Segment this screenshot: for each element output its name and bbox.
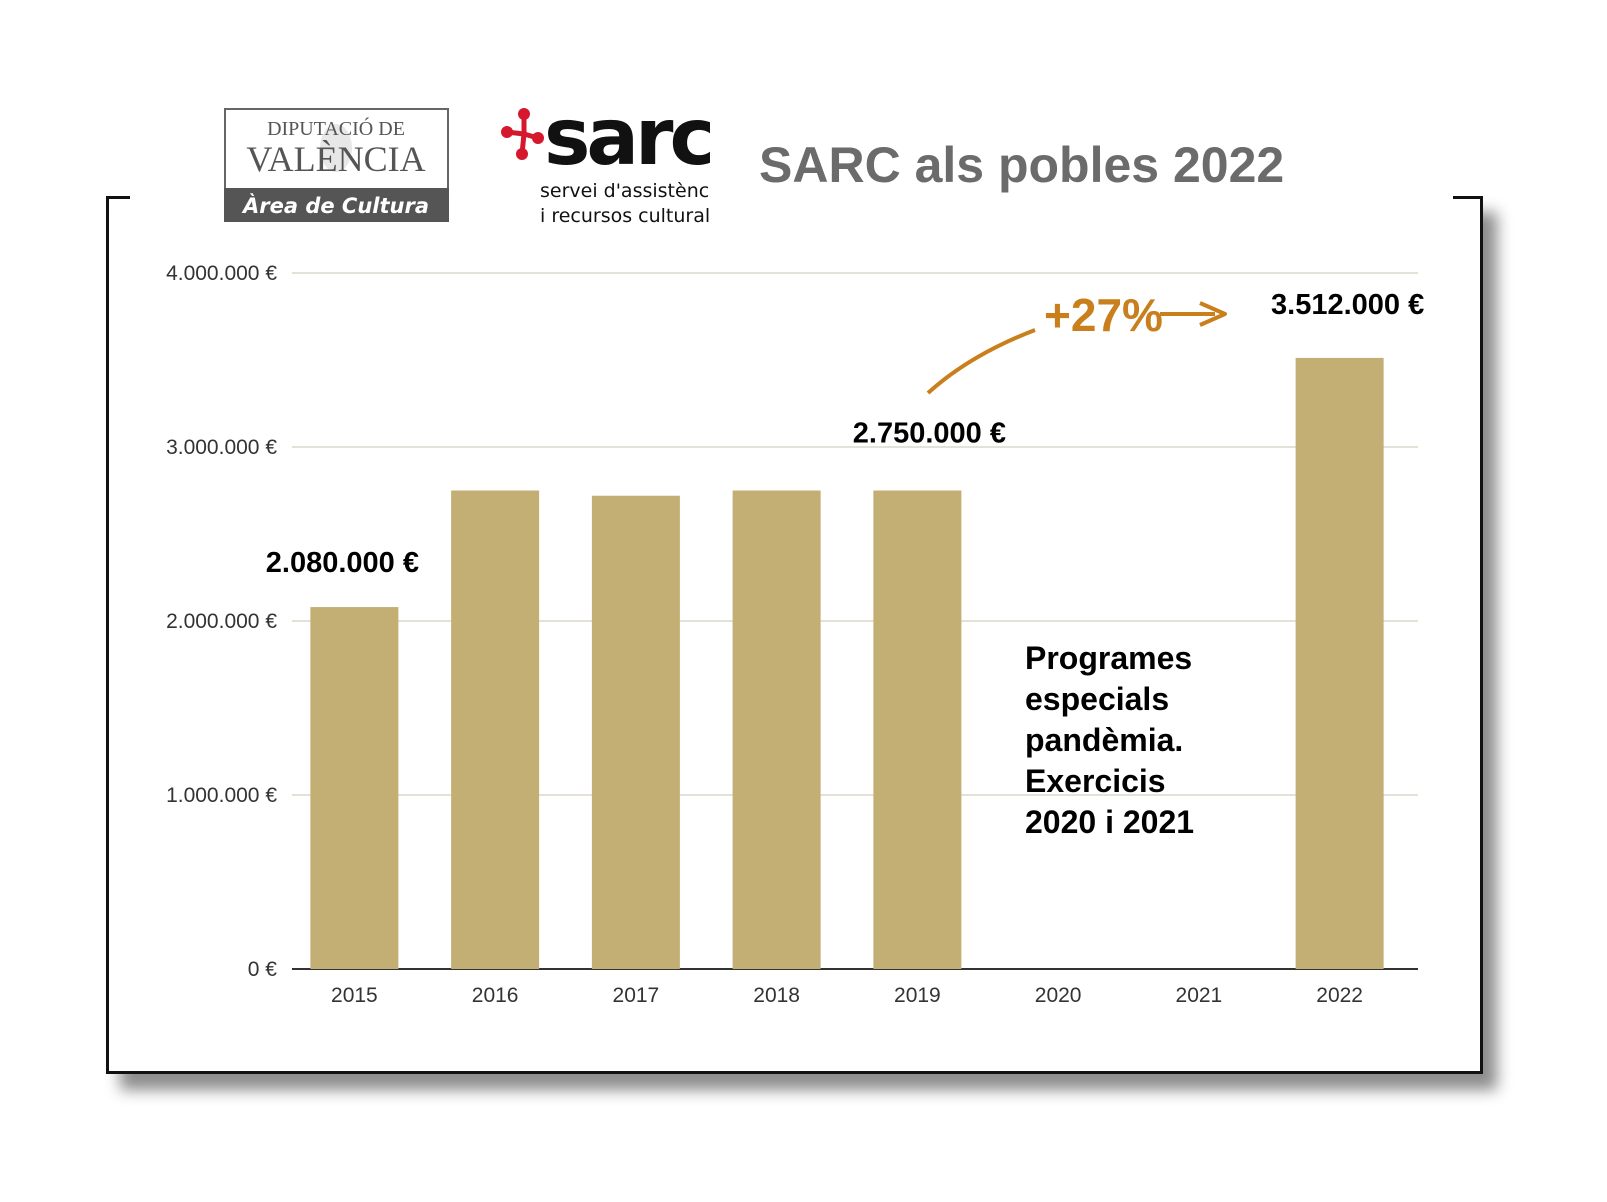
pandemic-note: Programes especials pandèmia. Exercicis … xyxy=(1025,640,1195,840)
x-tick-label: 2019 xyxy=(894,984,941,1007)
x-tick-label: 2016 xyxy=(472,984,519,1007)
sarc-tagline-1: servei d'assistència xyxy=(540,180,710,202)
data-label-2015: 2.080.000 € xyxy=(266,547,419,579)
diputacio-valencia-logo: DIPUTACIÓ DE VALÈNCIA Àrea de Cultura xyxy=(224,108,449,222)
sarc-wordmark: sarc xyxy=(544,104,710,183)
bar-2017 xyxy=(591,495,680,969)
sarc-tagline-2: i recursos culturals xyxy=(540,205,710,227)
frame-corner-left xyxy=(106,196,130,199)
x-tick-label: 2015 xyxy=(331,984,378,1007)
growth-curve-arrow xyxy=(926,328,1036,395)
diputacio-line2: VALÈNCIA xyxy=(246,139,425,179)
data-label-2022: 3.512.000 € xyxy=(1271,289,1424,321)
bar-2019 xyxy=(873,490,962,969)
bar-2018 xyxy=(732,490,821,969)
x-tick-label: 2021 xyxy=(1176,984,1223,1007)
diputacio-line1: DIPUTACIÓ DE xyxy=(267,116,405,140)
arrowhead-icon xyxy=(1199,301,1227,327)
page-title: SARC als pobles 2022 xyxy=(759,137,1285,193)
y-tick-label: 3.000.000 € xyxy=(166,436,277,459)
frame-corner-right xyxy=(1453,196,1480,199)
sarc-symbol-icon xyxy=(501,108,544,160)
x-tick-label: 2020 xyxy=(1035,984,1082,1007)
growth-percentage-label: +27% xyxy=(1044,289,1163,341)
x-tick-label: 2018 xyxy=(753,984,800,1007)
y-tick-label: 1.000.000 € xyxy=(166,784,277,807)
x-tick-label: 2022 xyxy=(1316,984,1363,1007)
y-tick-label: 0 € xyxy=(248,958,278,981)
diputacio-line3: Àrea de Cultura xyxy=(241,193,429,218)
bar-2022 xyxy=(1295,357,1384,969)
bar-2015 xyxy=(310,607,399,969)
y-tick-label: 4.000.000 € xyxy=(166,262,277,285)
bar-2016 xyxy=(451,490,540,969)
data-label-2019: 2.750.000 € xyxy=(853,418,1006,450)
sarc-logo: sarc servei d'assistència i recursos cul… xyxy=(500,93,726,228)
x-tick-label: 2017 xyxy=(613,984,660,1007)
y-tick-label: 2.000.000 € xyxy=(166,610,277,633)
